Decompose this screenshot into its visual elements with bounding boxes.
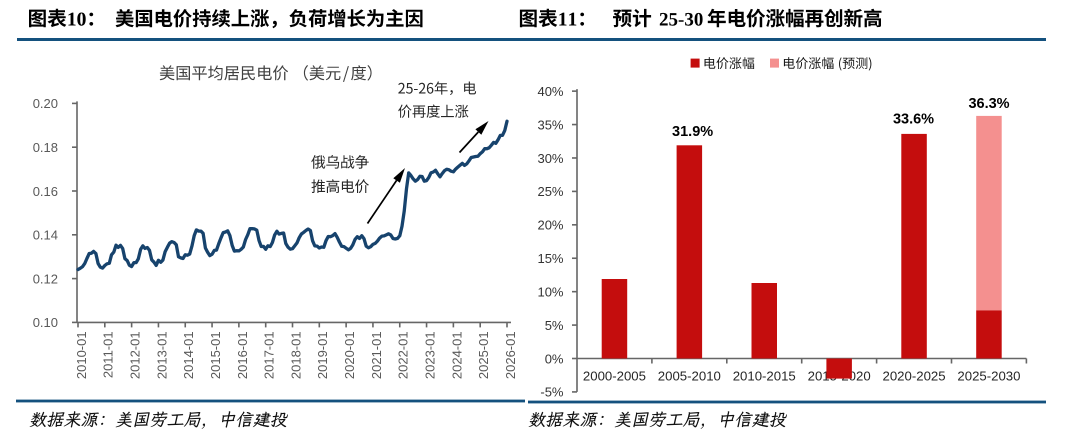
svg-text:2005-2010: 2005-2010 (658, 369, 721, 384)
svg-text:25%: 25% (537, 184, 563, 199)
svg-text:5%: 5% (545, 318, 564, 333)
svg-text:20%: 20% (537, 218, 563, 233)
svg-text:2023-01: 2023-01 (423, 331, 438, 379)
svg-text:2022-01: 2022-01 (396, 331, 411, 379)
svg-text:0%: 0% (545, 351, 564, 366)
svg-text:0.16: 0.16 (33, 184, 58, 199)
svg-text:31.9%: 31.9% (672, 124, 713, 140)
svg-text:2018-01: 2018-01 (288, 331, 303, 379)
svg-text:30%: 30% (537, 151, 563, 166)
svg-text:2012-01: 2012-01 (128, 331, 143, 379)
svg-text:36.3%: 36.3% (968, 96, 1009, 112)
svg-text:2024-01: 2024-01 (449, 331, 464, 379)
svg-text:2025-2030: 2025-2030 (957, 369, 1020, 384)
svg-text:0.18: 0.18 (33, 140, 58, 155)
svg-text:33.6%: 33.6% (893, 112, 934, 128)
svg-text:0.12: 0.12 (33, 271, 58, 286)
svg-text:0.20: 0.20 (33, 96, 58, 111)
svg-text:10%: 10% (537, 284, 563, 299)
svg-text:2015-01: 2015-01 (208, 331, 223, 379)
svg-text:2019-01: 2019-01 (315, 331, 330, 379)
svg-text:2013-01: 2013-01 (154, 331, 169, 379)
svg-text:2014-01: 2014-01 (181, 331, 196, 379)
svg-text:2017-01: 2017-01 (262, 331, 277, 379)
svg-text:2020-2025: 2020-2025 (883, 369, 946, 384)
svg-text:2010-2015: 2010-2015 (733, 369, 796, 384)
svg-text:-5%: -5% (540, 385, 564, 400)
svg-text:2016-01: 2016-01 (235, 331, 250, 379)
svg-text:2026-01: 2026-01 (503, 331, 518, 379)
svg-text:35%: 35% (537, 117, 563, 132)
svg-text:0.10: 0.10 (33, 315, 58, 330)
svg-text:2010-01: 2010-01 (74, 331, 89, 379)
svg-text:0.14: 0.14 (33, 228, 58, 243)
svg-text:2011-01: 2011-01 (101, 331, 116, 378)
svg-text:40%: 40% (537, 84, 563, 99)
svg-text:2000-2005: 2000-2005 (583, 369, 646, 384)
svg-text:2025-01: 2025-01 (476, 331, 491, 379)
svg-text:2021-01: 2021-01 (369, 331, 384, 379)
svg-text:2020-01: 2020-01 (342, 331, 357, 379)
svg-text:15%: 15% (537, 251, 563, 266)
